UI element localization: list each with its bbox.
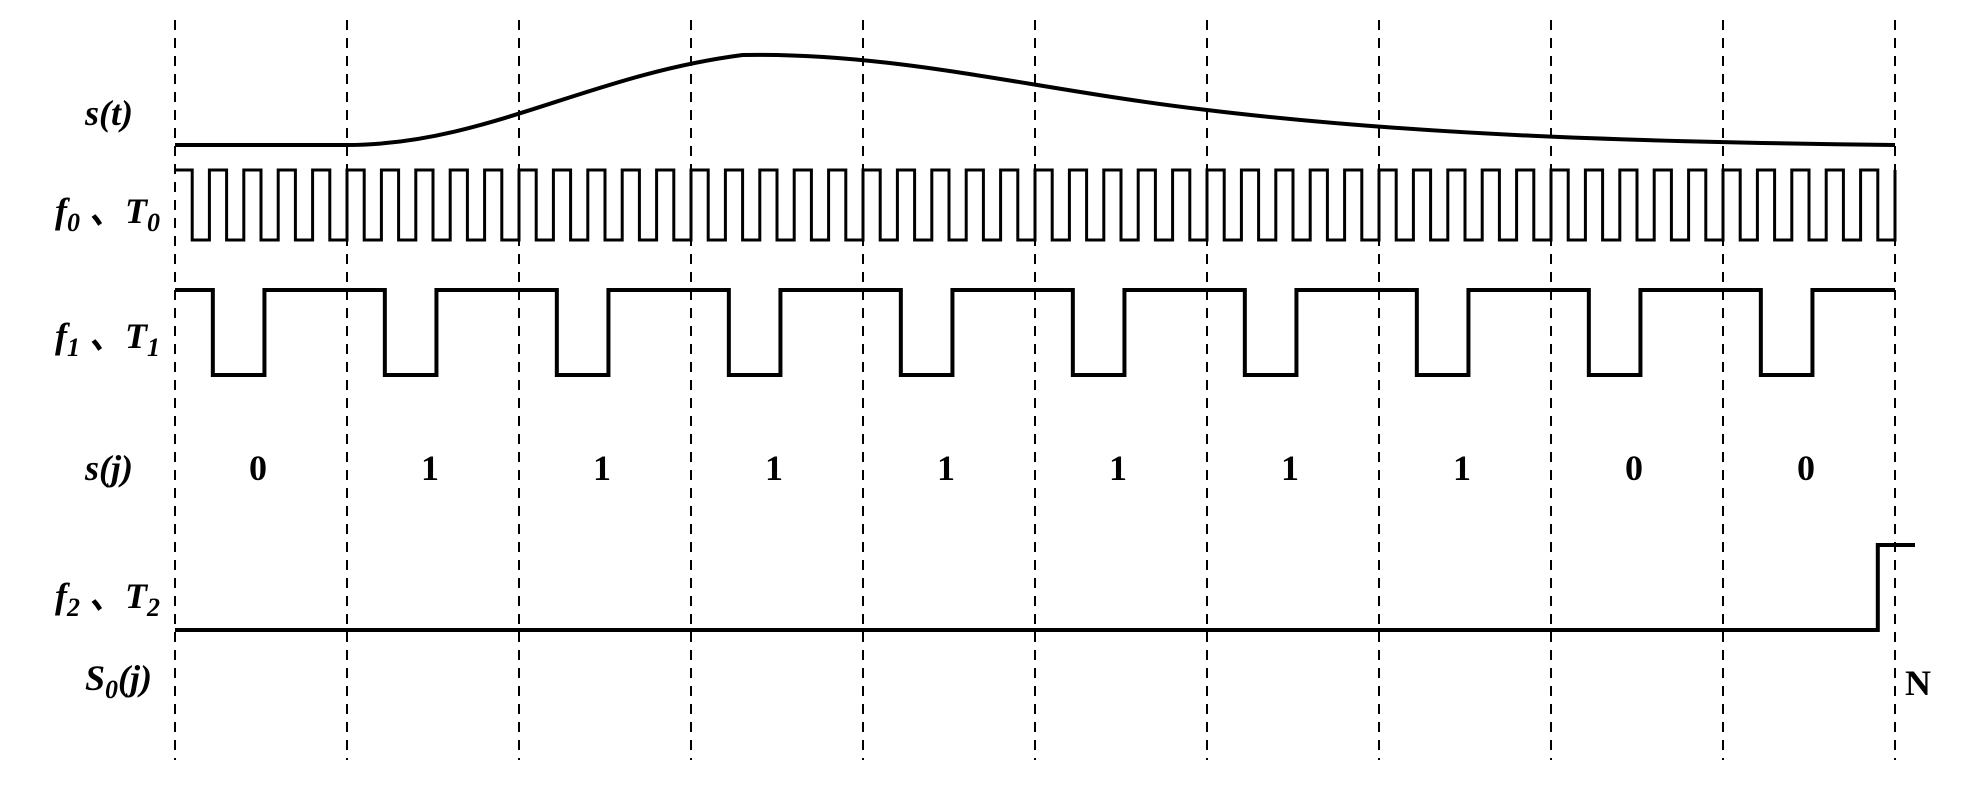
sj-value: 1 <box>765 447 783 489</box>
label-f1-t1: f1 、T1 <box>55 307 160 363</box>
label-f2-t2: f2 、T2 <box>55 567 160 623</box>
sj-value: 0 <box>249 447 267 489</box>
clock-f0 <box>175 170 1895 240</box>
timing-diagram-svg <box>0 0 1976 792</box>
sj-value: 1 <box>1281 447 1299 489</box>
label-s-j: s(j) <box>85 447 133 489</box>
sj-value: 1 <box>593 447 611 489</box>
label-f0-t0: f0 、T0 <box>55 182 160 238</box>
sj-value: 1 <box>1453 447 1471 489</box>
label-N: N <box>1905 662 1931 704</box>
label-s-t: s(t) <box>85 92 133 134</box>
sj-value: 0 <box>1625 447 1643 489</box>
sj-value: 1 <box>937 447 955 489</box>
clock-f2 <box>175 545 1915 630</box>
sj-value: 1 <box>1109 447 1127 489</box>
sj-value: 0 <box>1797 447 1815 489</box>
sj-value: 1 <box>421 447 439 489</box>
label-S0-j: S0(j) <box>85 657 152 705</box>
